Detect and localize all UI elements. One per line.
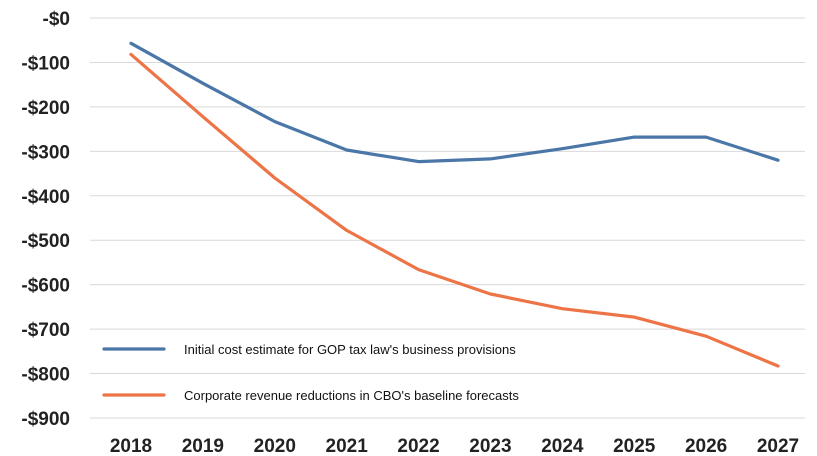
y-tick-label: -$500 — [21, 231, 70, 252]
y-tick-label: -$900 — [21, 409, 70, 430]
x-tick-label: 2023 — [469, 436, 511, 456]
legend: Initial cost estimate for GOP tax law's … — [102, 342, 519, 403]
x-tick-label: 2026 — [685, 436, 727, 456]
x-tick-label: 2022 — [397, 436, 439, 456]
y-tick-label: -$600 — [21, 276, 70, 297]
x-tick-label: 2025 — [613, 436, 656, 456]
series-line-1 — [129, 41, 780, 164]
y-tick-label: -$100 — [21, 53, 70, 74]
plot-area — [129, 41, 780, 368]
y-tick-label: -$800 — [21, 365, 70, 386]
series-line-2 — [129, 52, 780, 368]
gridlines — [90, 17, 805, 419]
x-tick-label: 2024 — [541, 436, 584, 456]
legend-label-1: Initial cost estimate for GOP tax law's … — [184, 342, 516, 357]
x-tick-label: 2021 — [326, 436, 369, 456]
y-tick-label: -$300 — [21, 142, 70, 163]
x-tick-label: 2018 — [110, 436, 152, 456]
y-tick-label: -$0 — [43, 9, 70, 30]
x-tick-label: 2019 — [182, 436, 224, 456]
x-axis: 2018 2019 2020 2021 2022 2023 2024 2025 2026 2027 — [110, 436, 799, 456]
y-tick-label: -$200 — [21, 98, 70, 119]
x-tick-label: 2020 — [254, 436, 296, 456]
y-tick-label: -$700 — [21, 320, 70, 341]
legend-label-2: Corporate revenue reductions in CBO's ba… — [184, 388, 519, 403]
x-tick-label: 2027 — [757, 436, 799, 456]
y-tick-label: -$400 — [21, 187, 70, 208]
y-axis: -$0 -$100 -$200 -$300 -$400 -$500 -$600 -$700 -$… — [21, 9, 70, 430]
